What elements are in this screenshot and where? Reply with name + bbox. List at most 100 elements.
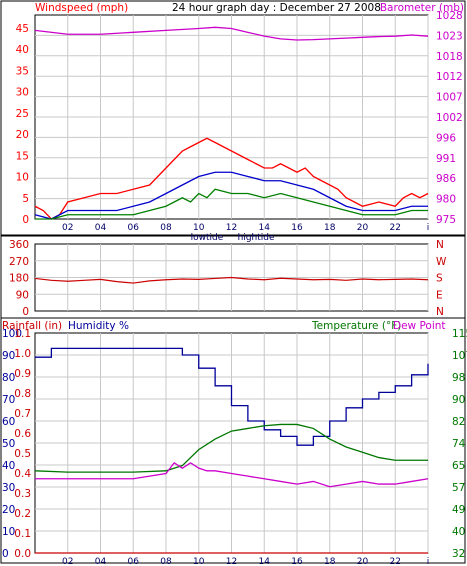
humidity-tick-label: 10 — [2, 526, 15, 538]
wind-x-tick-label: 06 — [128, 223, 140, 233]
barometer-tick-label: 991 — [436, 153, 456, 165]
rainfall-tick-label: 0.3 — [14, 488, 31, 500]
temperature-tick-label: 49 — [452, 504, 465, 516]
barometer-tick-label: 986 — [436, 173, 456, 185]
rainfall-tick-label: 0.9 — [14, 368, 31, 380]
humidity-tick-label: 40 — [2, 460, 15, 472]
humidity-tick-label: 80 — [2, 372, 15, 384]
wind-x-tick-label: 12 — [226, 223, 237, 233]
humidity-tick-label: 20 — [2, 504, 15, 516]
temperature-tick-label: 115 — [452, 328, 467, 340]
compass-tick-label: N — [436, 239, 444, 251]
wind-x-tick-label: i — [427, 223, 430, 233]
wind-tide-label: lowtide — [191, 233, 224, 243]
climate-x-tick-label: 16 — [291, 557, 303, 566]
rainfall-tick-label: 0.6 — [14, 428, 31, 440]
compass-tick-label: N — [436, 306, 444, 318]
barometer-axis-label: Barometer (mb) — [380, 2, 464, 14]
barometer-tick-label: 996 — [436, 132, 456, 144]
direction-tick-label: 360 — [9, 239, 29, 251]
humidity-axis-label: Humidity % — [68, 320, 129, 332]
humidity-tick-label: 60 — [2, 416, 15, 428]
wind-series-average — [34, 171, 428, 220]
windspeed-tick-label: 5 — [22, 193, 29, 205]
direction-tick-label: 90 — [16, 289, 29, 301]
climate-x-tick-label: 04 — [95, 557, 107, 566]
wind-x-tick-label: 14 — [259, 223, 271, 233]
rainfall-axis-label: Rainfall (in) — [2, 320, 62, 332]
direction-series-direction — [34, 276, 429, 284]
rainfall-tick-label: 1.1 — [14, 328, 31, 340]
chart-title: 24 hour graph day : December 27 2008 — [172, 2, 381, 14]
humidity-tick-label: 100 — [2, 328, 22, 340]
wind-x-tick-label: 04 — [95, 223, 107, 233]
climate-x-tick-label: 18 — [324, 557, 336, 566]
rainfall-tick-label: 0.7 — [14, 408, 31, 420]
dewpoint-axis-label: Dew Point — [393, 320, 446, 332]
climate-x-tick-label: 22 — [390, 557, 401, 566]
rainfall-tick-label: 0.0 — [14, 548, 31, 560]
wind-series-barometer — [34, 26, 429, 41]
wind-x-tick-label: 02 — [62, 223, 73, 233]
windspeed-tick-label: 25 — [16, 108, 29, 120]
climate-x-tick-label: 14 — [259, 557, 271, 566]
climate-x-tick-label: 12 — [226, 557, 237, 566]
barometer-tick-label: 1012 — [436, 71, 463, 83]
wind-x-tick-label: 08 — [160, 223, 172, 233]
wind-x-tick-label: 22 — [390, 223, 401, 233]
compass-tick-label: E — [436, 289, 443, 301]
temperature-axis-label: Temperature (°F) — [311, 320, 401, 332]
temperature-tick-label: 82 — [452, 416, 465, 428]
rainfall-tick-label: 0.8 — [14, 388, 31, 400]
barometer-tick-label: 1023 — [436, 30, 463, 42]
wind-tide-label: hightide — [238, 233, 275, 243]
climate-x-tick-label: 20 — [357, 557, 369, 566]
barometer-tick-label: 1002 — [436, 112, 463, 124]
climate-series-humidity — [35, 347, 429, 446]
temperature-tick-label: 74 — [452, 438, 466, 450]
windspeed-tick-label: 40 — [16, 44, 29, 56]
windspeed-tick-label: 45 — [16, 23, 29, 35]
windspeed-axis-label: Windspeed (mph) — [35, 2, 128, 14]
windspeed-tick-label: 10 — [16, 172, 29, 184]
barometer-tick-label: 1007 — [436, 92, 463, 104]
barometer-tick-label: 1028 — [436, 10, 463, 22]
rainfall-tick-label: 0.1 — [14, 528, 31, 540]
barometer-tick-label: 975 — [436, 214, 456, 226]
climate-x-tick-label: 08 — [160, 557, 172, 566]
panel-frame-bottom — [0, 317, 466, 564]
rainfall-tick-label: 1.0 — [14, 348, 31, 360]
wind-x-tick-label: 10 — [193, 223, 205, 233]
humidity-tick-label: 90 — [2, 350, 15, 362]
temperature-tick-label: 57 — [452, 482, 465, 494]
windspeed-tick-label: 35 — [16, 65, 29, 77]
windspeed-tick-label: 30 — [16, 87, 29, 99]
panel-frame-top — [0, 0, 466, 236]
temperature-tick-label: 98 — [452, 372, 465, 384]
climate-x-tick-label: 10 — [193, 557, 205, 566]
compass-tick-label: W — [436, 256, 447, 268]
humidity-tick-label: 50 — [2, 438, 15, 450]
climate-series-temperature — [34, 423, 428, 473]
rainfall-tick-label: 0.2 — [14, 508, 31, 520]
humidity-tick-label: 0 — [2, 548, 9, 560]
climate-x-tick-label: i — [427, 557, 430, 566]
humidity-tick-label: 70 — [2, 394, 15, 406]
climate-series-dewpoint — [35, 462, 429, 488]
rainfall-tick-label: 0.5 — [14, 448, 31, 460]
windspeed-tick-label: 20 — [16, 129, 29, 141]
direction-tick-label: 180 — [9, 273, 29, 285]
compass-tick-label: S — [436, 273, 443, 285]
direction-tick-label: 0 — [22, 306, 29, 318]
climate-x-tick-label: 06 — [128, 557, 140, 566]
wind-x-tick-label: 16 — [291, 223, 303, 233]
barometer-tick-label: 1018 — [436, 51, 463, 63]
wind-x-tick-label: 18 — [324, 223, 336, 233]
temperature-tick-label: 40 — [452, 526, 465, 538]
windspeed-tick-label: 15 — [16, 150, 29, 162]
barometer-tick-label: 980 — [436, 194, 456, 206]
wind-series-lull — [35, 188, 428, 220]
temperature-tick-label: 32 — [452, 548, 465, 560]
windspeed-tick-label: 0 — [22, 214, 29, 226]
